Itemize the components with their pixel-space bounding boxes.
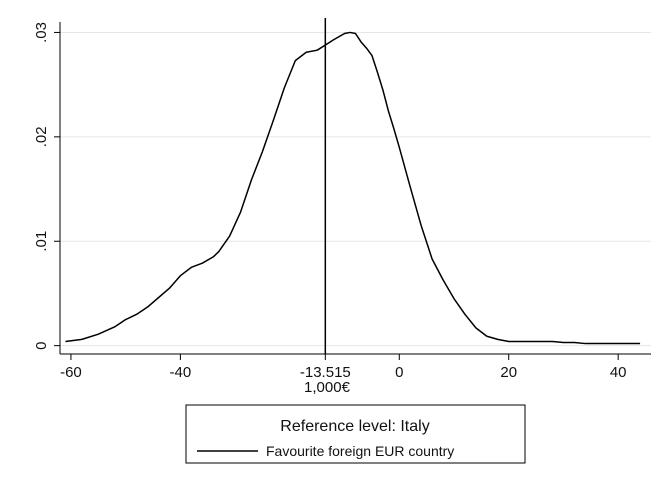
series-line-favourite-foreign-eur xyxy=(65,31,641,345)
x-tick-label-3: 0 xyxy=(395,364,403,381)
y-tick-label-0: 0 xyxy=(33,341,50,349)
x-tick-label-0: -60 xyxy=(60,364,82,381)
axes xyxy=(59,22,651,355)
x-ticks: -60 -40 -13.515 0 20 40 xyxy=(60,354,627,381)
x-tick-label-5: 40 xyxy=(610,364,627,381)
y-tick-label-3: .03 xyxy=(33,22,50,43)
x-tick-label-4: 20 xyxy=(500,364,517,381)
plot-region-background xyxy=(60,22,651,354)
grid-lines xyxy=(60,31,651,347)
y-tick-label-1: .01 xyxy=(33,231,50,252)
x-tick-label-1: -40 xyxy=(170,364,192,381)
x-tick-label-2: -13.515 xyxy=(300,364,351,381)
legend-box xyxy=(185,404,526,464)
y-tick-label-2: .02 xyxy=(33,126,50,147)
legend: Reference level: Italy Favourite foreign… xyxy=(185,404,526,464)
y-ticks: 0 .01 .02 .03 xyxy=(33,22,60,350)
legend-title: Reference level: Italy xyxy=(280,418,429,435)
legend-entry-label: Favourite foreign EUR country xyxy=(266,443,454,459)
x-axis-label: 1,000€ xyxy=(304,379,351,396)
plot-content xyxy=(65,18,641,354)
